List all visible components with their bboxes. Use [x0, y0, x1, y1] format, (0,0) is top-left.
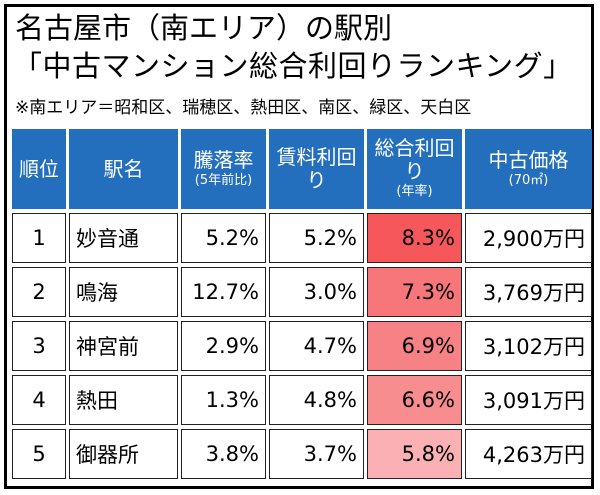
station-cell: 神宮前 [69, 321, 178, 371]
station-cell: 熱田 [69, 375, 178, 425]
price-cell: 3,091万円 [465, 375, 592, 425]
header-rent-yield: 賃料利回り [269, 129, 364, 209]
table-row: 3 神宮前 2.9% 4.7% 6.9% 3,102万円 [12, 321, 592, 371]
header-total-yield: 総合利回り (年率) [367, 129, 462, 209]
ranking-table: 順位 駅名 騰落率 (5年前比) 賃料利回り 総合利回り (年率) 中古価格 (… [9, 125, 595, 483]
total-yield-cell: 7.3% [367, 267, 462, 317]
rank-cell: 4 [12, 375, 66, 425]
station-cell: 妙音通 [69, 213, 178, 263]
station-cell: 御器所 [69, 429, 178, 479]
total-yield-cell: 8.3% [367, 213, 462, 263]
total-yield-cell: 5.8% [367, 429, 462, 479]
title-line-2: 「中古マンション総合利回りランキング」 [13, 49, 573, 83]
price-cell: 3,769万円 [465, 267, 592, 317]
fall-rate-cell: 3.8% [181, 429, 266, 479]
header-fall-rate: 騰落率 (5年前比) [181, 129, 266, 209]
rent-yield-cell: 4.7% [269, 321, 364, 371]
fall-rate-cell: 2.9% [181, 321, 266, 371]
rent-yield-cell: 5.2% [269, 213, 364, 263]
rank-cell: 5 [12, 429, 66, 479]
fall-rate-cell: 5.2% [181, 213, 266, 263]
table-header-row: 順位 駅名 騰落率 (5年前比) 賃料利回り 総合利回り (年率) 中古価格 (… [12, 129, 592, 209]
price-cell: 3,102万円 [465, 321, 592, 371]
header-rank: 順位 [12, 129, 66, 209]
rent-yield-cell: 4.8% [269, 375, 364, 425]
rank-cell: 1 [12, 213, 66, 263]
price-cell: 4,263万円 [465, 429, 592, 479]
header-fall-sub: (5年前比) [194, 172, 253, 188]
table-row: 2 鳴海 12.7% 3.0% 7.3% 3,769万円 [12, 267, 592, 317]
table-row: 1 妙音通 5.2% 5.2% 8.3% 2,900万円 [12, 213, 592, 263]
total-yield-cell: 6.6% [367, 375, 462, 425]
area-note: ※南エリア＝昭和区、瑞穂区、熱田区、南区、緑区、天白区 [15, 98, 472, 118]
header-yield-sub: (年率) [396, 184, 433, 200]
rent-yield-cell: 3.7% [269, 429, 364, 479]
table-row: 5 御器所 3.8% 3.7% 5.8% 4,263万円 [12, 429, 592, 479]
fall-rate-cell: 1.3% [181, 375, 266, 425]
rank-cell: 3 [12, 321, 66, 371]
station-cell: 鳴海 [69, 267, 178, 317]
total-yield-cell: 6.9% [367, 321, 462, 371]
price-cell: 2,900万円 [465, 213, 592, 263]
rent-yield-cell: 3.0% [269, 267, 364, 317]
title-line-1: 名古屋市（南エリア）の駅別 [15, 11, 393, 45]
header-price: 中古価格 (70㎡) [465, 129, 592, 209]
header-station: 駅名 [69, 129, 178, 209]
rank-cell: 2 [12, 267, 66, 317]
table-row: 4 熱田 1.3% 4.8% 6.6% 3,091万円 [12, 375, 592, 425]
header-price-sub: (70㎡) [508, 172, 549, 188]
ranking-card: 名古屋市（南エリア）の駅別 「中古マンション総合利回りランキング」 ※南エリア＝… [4, 4, 594, 489]
fall-rate-cell: 12.7% [181, 267, 266, 317]
